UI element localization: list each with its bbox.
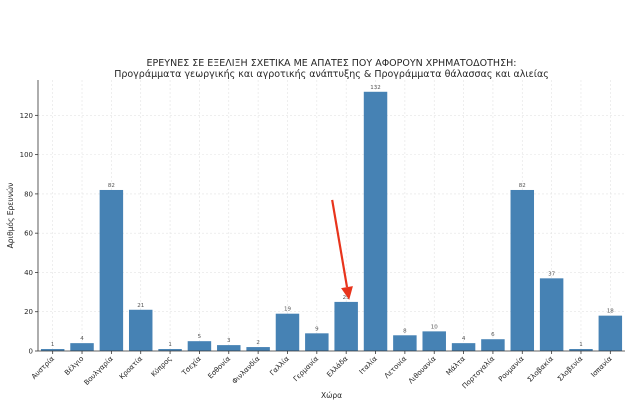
y-tick-label: 60 <box>24 230 33 238</box>
data-label-Σλοβενία: 1 <box>579 342 583 348</box>
data-label-Λιθουανία: 10 <box>431 324 438 330</box>
x-tick-label-Κροατία: Κροατία <box>118 354 145 381</box>
y-tick-label: 0 <box>29 348 33 356</box>
data-label-Κύπρος: 1 <box>168 342 172 348</box>
x-tick-label-Ισπανία: Ισπανία <box>590 354 614 378</box>
y-tick-label: 40 <box>24 269 33 277</box>
x-tick-label-Λετονία: Λετονία <box>383 354 409 380</box>
x-tick-label-Σλοβακία: Σλοβακία <box>526 354 555 383</box>
data-label-Εσθονία: 3 <box>227 338 231 344</box>
y-tick-label: 80 <box>24 190 33 198</box>
data-label-Τσεχία: 5 <box>198 334 202 340</box>
data-label-Γερμανία: 9 <box>315 326 319 332</box>
data-label-Ελλάδα: 25 <box>343 295 350 301</box>
y-axis-title: Αριθμός Ερευνών <box>6 183 15 249</box>
x-tick-label-Γαλλία: Γαλλία <box>268 354 291 377</box>
x-tick-label-Ιταλία: Ιταλία <box>358 354 379 375</box>
data-label-Ιταλία: 132 <box>370 85 381 91</box>
chart-title: ΕΡΕΥΝΕΣ ΣΕ ΕΞΕΛΙΞΗ ΣΧΕΤΙΚΑ ΜΕ ΑΠΑΤΕΣ ΠΟΥ… <box>114 58 549 80</box>
bar-Λιθουανία <box>422 331 446 351</box>
bar-Φινλανδία <box>246 347 270 351</box>
grid-lines <box>38 80 625 352</box>
x-tick-label-Ελλάδα: Ελλάδα <box>325 354 349 378</box>
highlight-arrow-shaft <box>331 199 349 288</box>
x-tick-label-Γερμανία: Γερμανία <box>292 354 321 383</box>
bar-Πορτογαλία <box>481 339 505 351</box>
x-tick-label-Μάλτα: Μάλτα <box>445 354 468 377</box>
x-tick-label-Ρουμανία: Ρουμανία <box>497 354 526 383</box>
data-label-Ισπανία: 18 <box>607 309 614 315</box>
chart-title-line-2: Προγράμματα γεωργικής και αγροτικής ανάπ… <box>114 69 549 80</box>
bar-Κύπρος <box>158 349 182 351</box>
bar-Ισπανία <box>598 315 623 351</box>
bar-Βουλγαρία <box>99 189 124 351</box>
x-tick-label-Βουλγαρία: Βουλγαρία <box>83 354 115 386</box>
x-tick-label-Τσεχία: Τσεχία <box>180 354 203 377</box>
data-label-Βέλγιο: 4 <box>80 336 84 342</box>
data-label-Πορτογαλία: 6 <box>491 332 495 338</box>
bar-Λετονία <box>393 335 417 351</box>
bar-Μάλτα <box>451 343 476 351</box>
x-tick-label-Κύπρος: Κύπρος <box>150 355 174 379</box>
x-tick-label-Αυστρία: Αυστρία <box>30 354 56 380</box>
bar-Βέλγιο <box>70 343 94 351</box>
x-tick-label-Λιθουανία: Λιθουανία <box>407 354 438 385</box>
data-label-Κροατία: 21 <box>137 303 144 309</box>
bar-Σλοβακία <box>539 278 564 351</box>
x-tick-label-Εσθονία: Εσθονία <box>207 354 233 380</box>
bars <box>40 91 623 352</box>
bar-Σλοβενία <box>569 349 593 351</box>
highlight-arrow-head <box>341 286 353 300</box>
data-label-Λετονία: 8 <box>403 328 407 334</box>
data-label-Μάλτα: 4 <box>462 336 466 342</box>
bar-Γερμανία <box>305 333 329 351</box>
bar-Τσεχία <box>187 341 212 351</box>
x-tick-label-Βέλγιο: Βέλγιο <box>63 355 85 377</box>
annotations <box>331 199 353 300</box>
y-tick-label: 20 <box>24 308 33 316</box>
bar-Ελλάδα <box>334 301 358 351</box>
x-tick-label-Φινλανδία: Φινλανδία <box>231 354 262 385</box>
x-tick-label-Σλοβενία: Σλοβενία <box>556 354 585 383</box>
data-label-Φινλανδία: 2 <box>256 340 260 346</box>
y-tick-label: 100 <box>20 151 33 159</box>
y-tick-label: 120 <box>20 112 33 120</box>
chart-title-line-1: ΕΡΕΥΝΕΣ ΣΕ ΕΞΕΛΙΞΗ ΣΧΕΤΙΚΑ ΜΕ ΑΠΑΤΕΣ ΠΟΥ… <box>147 58 517 69</box>
data-label-Ρουμανία: 82 <box>519 183 526 189</box>
data-label-Σλοβακία: 37 <box>548 271 555 277</box>
data-label-Βουλγαρία: 82 <box>108 183 115 189</box>
bar-Εσθονία <box>217 345 241 351</box>
x-axis-title: Χώρα <box>321 391 342 400</box>
bar-Αυστρία <box>40 349 65 351</box>
bar-Κροατία <box>128 309 153 351</box>
bar-Ιταλία <box>363 91 388 352</box>
bar-Γαλλία <box>275 313 300 351</box>
data-label-Γαλλία: 19 <box>284 307 291 313</box>
data-label-Αυστρία: 1 <box>51 342 55 348</box>
bar-Ρουμανία <box>510 189 535 351</box>
